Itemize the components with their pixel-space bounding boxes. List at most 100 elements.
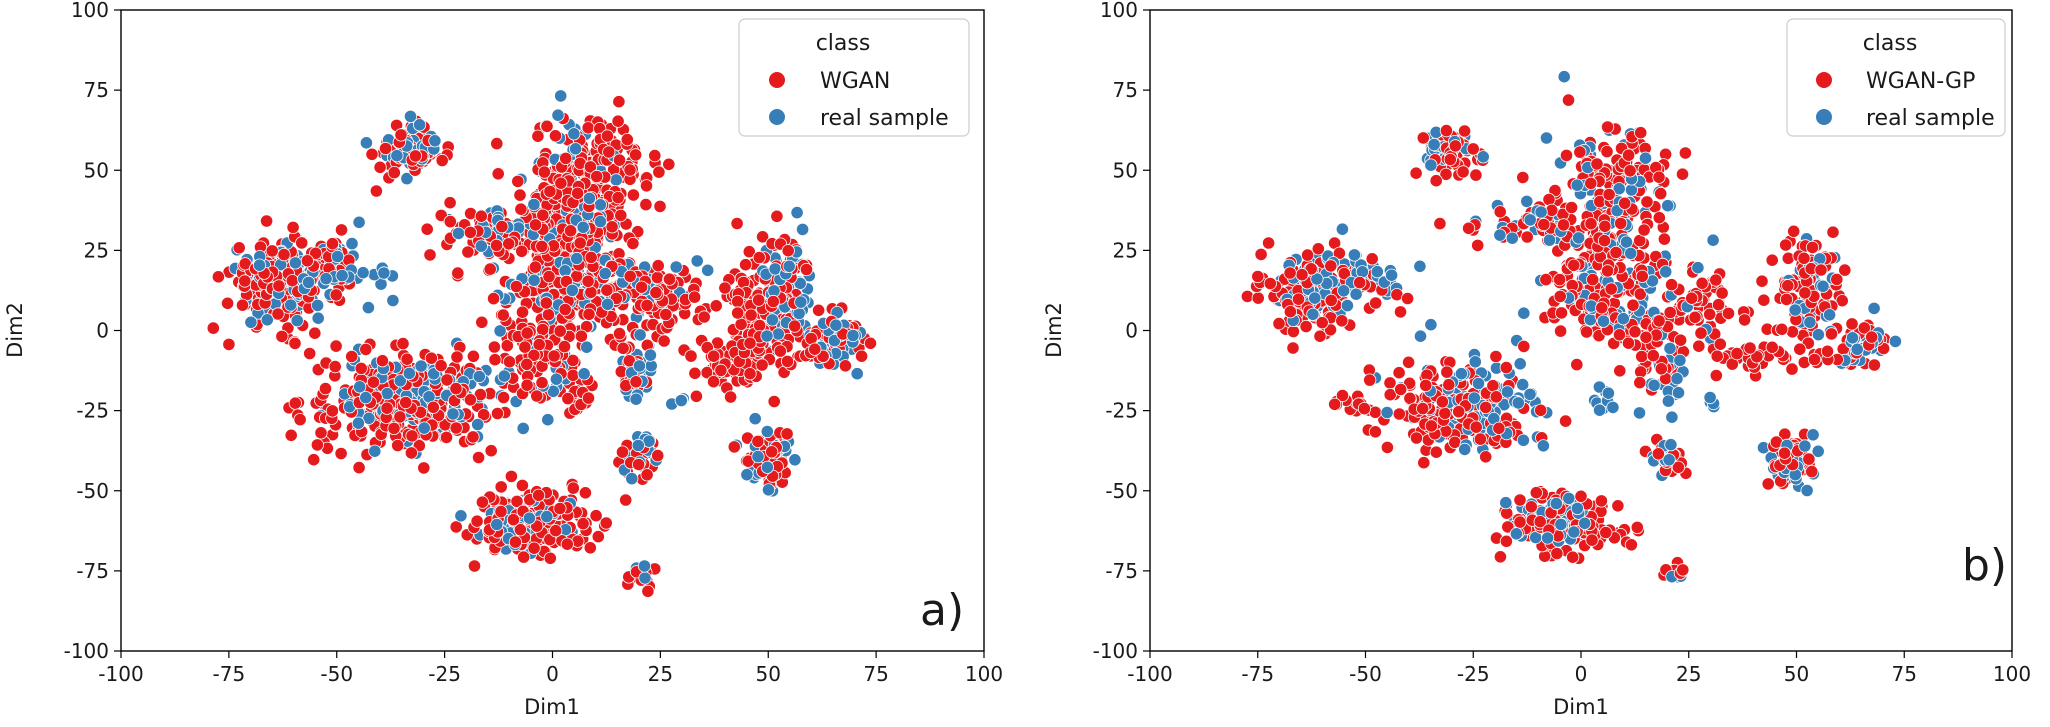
scatter-point-generated-b (1623, 164, 1637, 178)
x-tick-label-b: 50 (1784, 662, 1809, 686)
scatter-point-generated-a (641, 584, 655, 598)
scatter-point-generated-b (1597, 234, 1612, 248)
scatter-point-real-sample-b (1493, 228, 1507, 242)
scatter-point-generated-a (581, 391, 596, 405)
scatter-point-generated-b (1416, 131, 1430, 145)
scatter-point-real-sample-b (1671, 386, 1686, 400)
scatter-point-generated-a (463, 393, 477, 407)
scatter-point-generated-a (662, 157, 676, 171)
scatter-point-generated-b (1251, 269, 1265, 284)
scatter-point-generated-b (1566, 550, 1580, 564)
scatter-point-real-sample-b (1562, 491, 1576, 505)
scatter-point-generated-a (541, 308, 556, 322)
scatter-point-generated-a (578, 486, 593, 500)
scatter-point-generated-a (767, 394, 781, 409)
scatter-point-generated-a (259, 214, 274, 228)
scatter-point-generated-a (405, 429, 419, 443)
scatter-point-generated-a (509, 279, 524, 294)
scatter-point-generated-b (1793, 342, 1807, 356)
scatter-point-generated-b (1537, 217, 1551, 232)
scatter-point-generated-a (639, 179, 654, 193)
scatter-point-generated-a (611, 191, 625, 205)
scatter-point-generated-a (451, 266, 465, 280)
scatter-point-generated-a (515, 244, 529, 258)
y-tick-label-b: 25 (1113, 238, 1138, 262)
scatter-point-generated-a (731, 306, 745, 320)
scatter-point-generated-a (284, 428, 298, 442)
scatter-point-real-sample-b (1673, 353, 1687, 367)
scatter-point-generated-b (1328, 397, 1342, 411)
scatter-point-generated-a (651, 448, 665, 463)
scatter-point-generated-b (1394, 382, 1408, 396)
scatter-point-generated-a (744, 308, 758, 322)
scatter-point-real-sample-b (1541, 531, 1555, 545)
scatter-point-generated-a (387, 421, 401, 435)
legend-marker-real-sample-a (768, 108, 786, 126)
scatter-point-generated-b (1554, 324, 1568, 338)
scatter-point-generated-a (854, 349, 869, 363)
scatter-point-generated-a (404, 446, 418, 460)
scatter-point-generated-b (1499, 360, 1513, 375)
scatter-point-generated-a (232, 241, 246, 255)
scatter-point-real-sample-b (1593, 403, 1607, 417)
scatter-point-generated-b (1685, 291, 1699, 305)
x-tick-label-b: -25 (1457, 662, 1490, 686)
scatter-point-generated-b (1797, 251, 1811, 265)
scatter-point-real-sample-b (1539, 131, 1554, 145)
scatter-point-generated-a (743, 336, 757, 350)
scatter-point-generated-a (738, 258, 753, 272)
scatter-point-generated-a (553, 501, 567, 516)
scatter-point-generated-b (1695, 276, 1709, 290)
scatter-point-generated-b (1369, 296, 1383, 310)
scatter-point-real-sample-a (771, 327, 785, 341)
scatter-point-generated-a (766, 294, 780, 309)
scatter-point-generated-a (426, 400, 440, 414)
scatter-point-generated-a (649, 285, 663, 300)
scatter-point-generated-a (706, 375, 721, 389)
scatter-point-generated-b (1262, 236, 1276, 250)
scatter-point-generated-a (557, 339, 572, 354)
scatter-point-generated-b (1553, 272, 1567, 287)
scatter-point-real-sample-a (400, 172, 414, 186)
scatter-point-generated-b (1357, 401, 1372, 416)
scatter-point-generated-a (434, 208, 448, 222)
scatter-point-generated-a (531, 129, 545, 143)
scatter-point-generated-a (508, 535, 523, 549)
scatter-point-generated-b (1678, 146, 1693, 160)
scatter-point-generated-b (1654, 187, 1668, 201)
scatter-point-generated-b (1353, 275, 1367, 290)
scatter-point-generated-b (1637, 223, 1651, 237)
scatter-point-generated-a (271, 307, 285, 321)
scatter-point-real-sample-a (319, 272, 333, 286)
scatter-point-generated-a (530, 389, 544, 403)
scatter-point-real-sample-a (522, 511, 537, 525)
scatter-point-generated-a (380, 401, 394, 415)
scatter-point-real-sample-b (1355, 265, 1370, 279)
scatter-point-generated-b (1456, 165, 1470, 179)
scatter-point-generated-a (238, 274, 252, 288)
scatter-point-real-sample-a (554, 89, 568, 103)
scatter-point-real-sample-a (580, 340, 594, 354)
x-tick-label-b: 0 (1575, 662, 1588, 686)
scatter-point-generated-b (1785, 325, 1800, 339)
scatter-point-generated-b (1609, 245, 1623, 260)
scatter-point-real-sample-a (760, 460, 775, 474)
scatter-point-real-sample-b (1542, 233, 1557, 247)
scatter-point-real-sample-a (598, 266, 612, 281)
scatter-point-generated-a (623, 163, 637, 177)
scatter-point-generated-b (1710, 349, 1724, 363)
scatter-point-generated-b (1590, 157, 1604, 171)
scatter-point-generated-a (623, 269, 637, 283)
scatter-point-generated-b (1779, 238, 1793, 252)
scatter-point-generated-b (1368, 425, 1383, 439)
scatter-point-generated-a (449, 421, 463, 435)
scatter-point-generated-a (707, 349, 721, 363)
scatter-point-generated-a (387, 166, 401, 180)
scatter-point-generated-a (506, 513, 521, 527)
scatter-point-generated-b (1263, 276, 1277, 291)
scatter-point-real-sample-a (576, 220, 590, 234)
scatter-point-generated-b (1529, 486, 1543, 500)
scatter-point-generated-b (1324, 259, 1338, 273)
legend-marker-real-sample-b (1815, 108, 1833, 126)
